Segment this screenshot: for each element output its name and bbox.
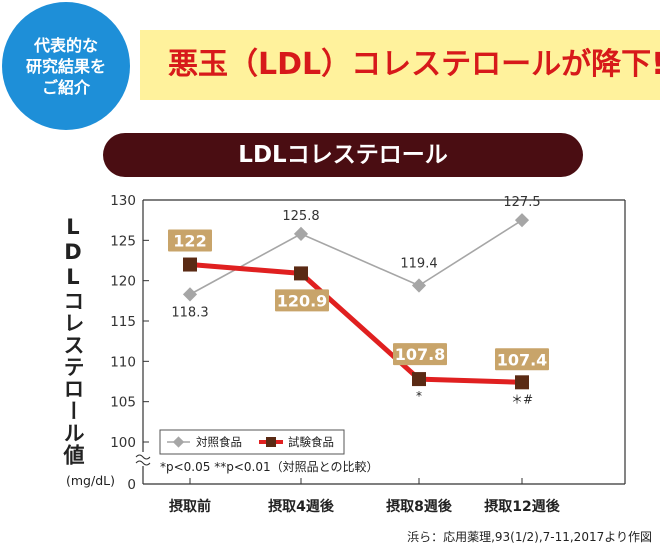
y-tick-label: 0 (127, 477, 136, 493)
test-data-label-bg (495, 348, 549, 371)
significance-mark: * (416, 389, 422, 403)
test-data-label: 122 (173, 232, 206, 251)
badge-line-3: ご紹介 (41, 77, 90, 97)
badge-line-1: 代表的な (33, 35, 98, 55)
control-data-label: 119.4 (400, 257, 437, 272)
test-point (515, 375, 529, 390)
legend-control-label: 対照食品 (196, 435, 242, 449)
control-point (293, 226, 309, 241)
y-tick-label: 120 (110, 274, 136, 290)
y-axis-label: LDLコレステロール値 (61, 215, 85, 466)
legend-test-marker (266, 437, 276, 447)
axis-break-mark (135, 454, 151, 460)
test-data-label: 107.8 (395, 345, 446, 364)
y-tick-label: 110 (110, 354, 136, 370)
x-category-label: 摂取8週後 (386, 498, 453, 515)
source-note: 浜ら：応用薬理,93(1/2),7-11,2017より作図 (407, 530, 652, 544)
legend-test-label: 試験食品 (288, 435, 334, 449)
test-data-label-bg (275, 289, 329, 312)
legend-control-marker (172, 436, 185, 448)
y-axis-unit: (mg/dL) (66, 473, 115, 488)
x-category-label: 摂取12週後 (484, 498, 560, 515)
axis-break-mark (135, 460, 151, 466)
control-series-line (189, 219, 523, 296)
y-tick-label: 115 (110, 314, 136, 330)
control-data-label: 127.5 (503, 195, 540, 210)
control-point (514, 213, 530, 228)
intro-badge: 代表的な 研究結果を ご紹介 (2, 2, 130, 130)
y-tick-label: 125 (110, 233, 136, 249)
x-category-label: 摂取4週後 (268, 498, 335, 515)
test-data-label: 120.9 (277, 291, 328, 310)
headline: 悪玉（LDL）コレステロールが降下! (168, 47, 660, 82)
significance-footnote: *p<0.05 **p<0.01（対照品との比較） (160, 459, 378, 474)
x-category-label: 摂取前 (169, 498, 211, 515)
axis-break-gap (135, 453, 151, 465)
test-data-label: 107.4 (497, 350, 548, 369)
significance-mark: ＊# (511, 392, 533, 406)
chart-title: LDLコレステロール (103, 133, 583, 177)
control-point (411, 278, 427, 293)
control-data-label: 118.3 (171, 305, 208, 320)
badge-line-2: 研究結果を (25, 56, 106, 76)
y-unit-text: (mg/dL) (66, 473, 115, 488)
control-point (182, 287, 198, 302)
test-point (412, 372, 426, 387)
test-point (183, 257, 197, 272)
legend-box (159, 429, 345, 455)
y-tick-label: 100 (110, 435, 136, 451)
header-band (140, 30, 660, 100)
control-data-label: 125.8 (282, 209, 319, 224)
test-data-label-bg (168, 229, 212, 252)
test-series-line (189, 262, 523, 385)
y-tick-label: 130 (110, 193, 136, 209)
y-tick-label: 105 (110, 395, 136, 411)
test-point (294, 266, 308, 281)
test-data-label-bg (393, 343, 447, 366)
